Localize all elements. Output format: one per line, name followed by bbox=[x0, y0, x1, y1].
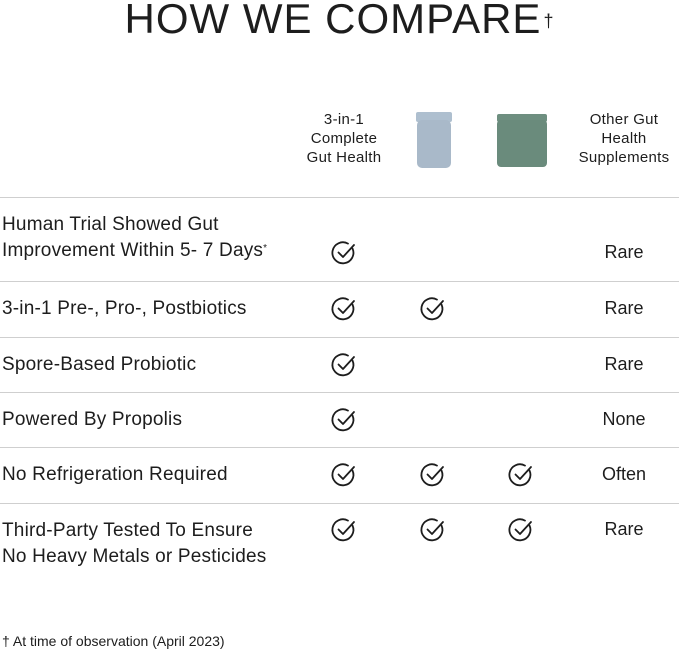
row-label-line: Spore-Based Probiotic bbox=[2, 353, 197, 375]
column-header-line: Complete bbox=[310, 130, 378, 147]
row-label: 3-in-1 Pre-, Pro-, Postbiotics bbox=[2, 296, 247, 322]
row-label: Human Trial Showed Gut Improvement Within… bbox=[2, 212, 267, 264]
row-divider bbox=[0, 392, 679, 393]
row-label: Third-Party Tested To Ensure No Heavy Met… bbox=[2, 518, 267, 570]
check-icon bbox=[331, 352, 355, 376]
row-label: No Refrigeration Required bbox=[2, 462, 228, 488]
row-label: Spore-Based Probiotic bbox=[2, 352, 196, 378]
others-value: Often bbox=[601, 464, 647, 484]
check-icon bbox=[508, 463, 532, 487]
row-label-line: No Refrigeration Required bbox=[2, 464, 228, 485]
row-label: Powered By Propolis bbox=[2, 407, 182, 433]
column-header: Other Gut Health Supplements bbox=[564, 110, 679, 167]
check-icon bbox=[420, 297, 444, 321]
column-header-line: Health bbox=[601, 130, 647, 147]
column-header-line: Supplements bbox=[578, 149, 670, 166]
check-icon bbox=[331, 407, 355, 431]
row-note: * bbox=[263, 243, 268, 254]
column-header-line: Gut Health bbox=[306, 149, 382, 166]
title-text: HOW WE COMPARE bbox=[124, 0, 542, 42]
check-icon bbox=[420, 463, 444, 487]
others-value: Rare bbox=[604, 519, 644, 539]
title: HOW WE COMPARE † bbox=[0, 0, 679, 44]
row-divider bbox=[0, 503, 679, 504]
row-label-line: 3-in-1 Pre-, Pro-, Postbiotics bbox=[2, 298, 247, 319]
footnote: † At time of observation (April 2023) bbox=[2, 633, 225, 649]
column-header: 3-in-1 Complete Gut Health bbox=[284, 110, 404, 167]
row-label-line: Improvement Within 5- 7 Days* bbox=[2, 240, 268, 261]
others-value: None bbox=[602, 408, 646, 429]
check-icon bbox=[331, 297, 355, 321]
others-value: Rare bbox=[604, 242, 644, 262]
check-icon bbox=[508, 518, 532, 542]
others-value: Rare bbox=[604, 353, 644, 374]
check-icon bbox=[331, 241, 355, 265]
others-value: Rare bbox=[604, 298, 644, 318]
row-label-line: Third-Party Tested To Ensure bbox=[2, 520, 253, 541]
check-icon bbox=[331, 518, 355, 542]
row-label-line: Human Trial Showed Gut bbox=[2, 214, 219, 235]
row-divider bbox=[0, 197, 679, 198]
row-divider bbox=[0, 281, 679, 282]
row-divider bbox=[0, 447, 679, 448]
column-header-line: Other Gut bbox=[589, 111, 659, 128]
row-divider bbox=[0, 337, 679, 338]
check-icon bbox=[331, 463, 355, 487]
jar-icon bbox=[497, 114, 547, 167]
row-label-line: No Heavy Metals or Pesticides bbox=[2, 546, 267, 567]
column-header-line: 3-in-1 bbox=[323, 111, 365, 128]
check-icon bbox=[420, 518, 444, 542]
bottle-icon bbox=[416, 112, 452, 168]
title-mark: † bbox=[543, 11, 555, 31]
row-label-line: Powered By Propolis bbox=[2, 408, 183, 430]
